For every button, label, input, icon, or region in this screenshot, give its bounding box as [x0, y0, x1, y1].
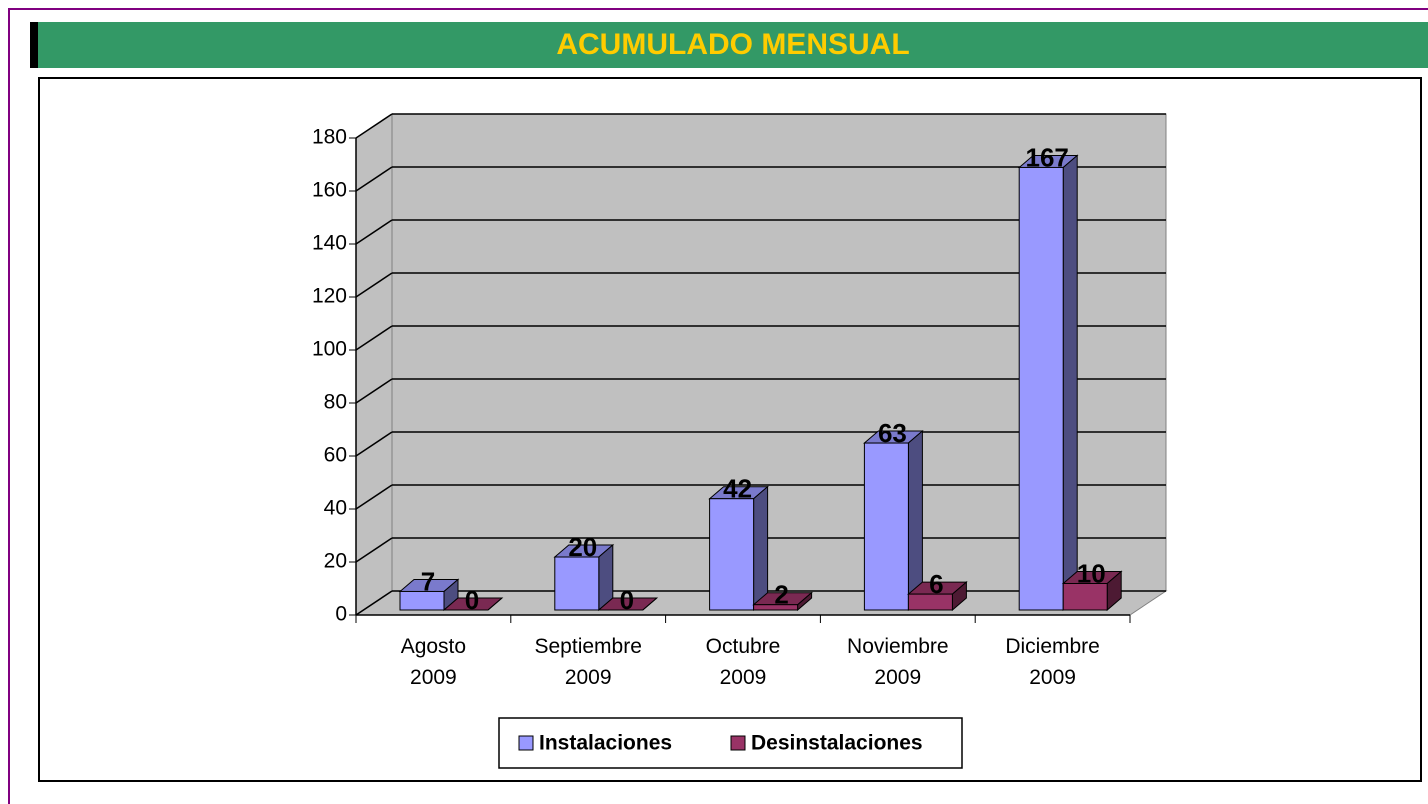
- value-label: 167: [1026, 142, 1069, 172]
- value-label: 10: [1077, 558, 1106, 588]
- y-tick-label: 180: [312, 126, 347, 149]
- value-label: 6: [929, 569, 943, 599]
- bar: [753, 604, 799, 611]
- bar: [709, 498, 755, 611]
- header-title: ACUMULADO MENSUAL: [30, 22, 1428, 68]
- bar-side: [487, 597, 503, 611]
- x-tick-label: Septiembre 2009: [534, 635, 642, 689]
- frame: [8, 8, 1428, 804]
- bar: [399, 590, 445, 611]
- legend-label: Instalaciones: [539, 732, 672, 755]
- y-tick-label: 100: [312, 338, 347, 361]
- bar-side: [642, 597, 658, 611]
- legend-swatch: [518, 735, 534, 751]
- y-tick-label: 80: [324, 391, 347, 414]
- grid-line: [355, 113, 393, 139]
- y-tick-label: 20: [324, 550, 347, 573]
- grid-line: [355, 378, 393, 404]
- x-tick-label: Noviembre 2009: [847, 635, 949, 689]
- value-label: 2: [774, 580, 788, 610]
- value-label: 63: [878, 418, 907, 448]
- x-tick-label: Octubre 2009: [705, 635, 781, 689]
- y-tick-label: 140: [312, 232, 347, 255]
- grid-line: [355, 537, 393, 563]
- bar: [907, 593, 953, 611]
- y-tick-label: 0: [335, 603, 347, 626]
- bar: [863, 442, 909, 611]
- y-tick-label: 40: [324, 497, 347, 520]
- x-tick-label: Diciembre 2009: [1005, 635, 1100, 689]
- legend-swatch: [730, 735, 746, 751]
- value-label: 42: [723, 474, 752, 504]
- x-tick-label: Agosto 2009: [400, 635, 467, 689]
- bar-side: [753, 485, 769, 612]
- grid-line: [355, 272, 393, 298]
- grid-line: [355, 325, 393, 351]
- legend-label: Desinstalaciones: [751, 732, 923, 755]
- value-label: 0: [465, 585, 479, 615]
- chart-box: [38, 77, 1422, 782]
- legend-box: [498, 717, 963, 769]
- value-label: 20: [568, 532, 597, 562]
- bar: [1018, 166, 1064, 611]
- y-tick-label: 120: [312, 285, 347, 308]
- bar-side: [907, 429, 923, 612]
- grid-line: [355, 590, 393, 616]
- side-wall: [355, 113, 393, 616]
- value-label: 7: [421, 566, 435, 596]
- grid-line: [355, 431, 393, 457]
- grid-line: [355, 484, 393, 510]
- bar: [554, 556, 600, 611]
- y-tick-label: 160: [312, 179, 347, 202]
- grid-line: [355, 219, 393, 245]
- y-tick-label: 60: [324, 444, 347, 467]
- bar: [1062, 583, 1108, 611]
- bar-side: [1062, 154, 1078, 612]
- value-label: 0: [620, 585, 634, 615]
- grid-line: [355, 166, 393, 192]
